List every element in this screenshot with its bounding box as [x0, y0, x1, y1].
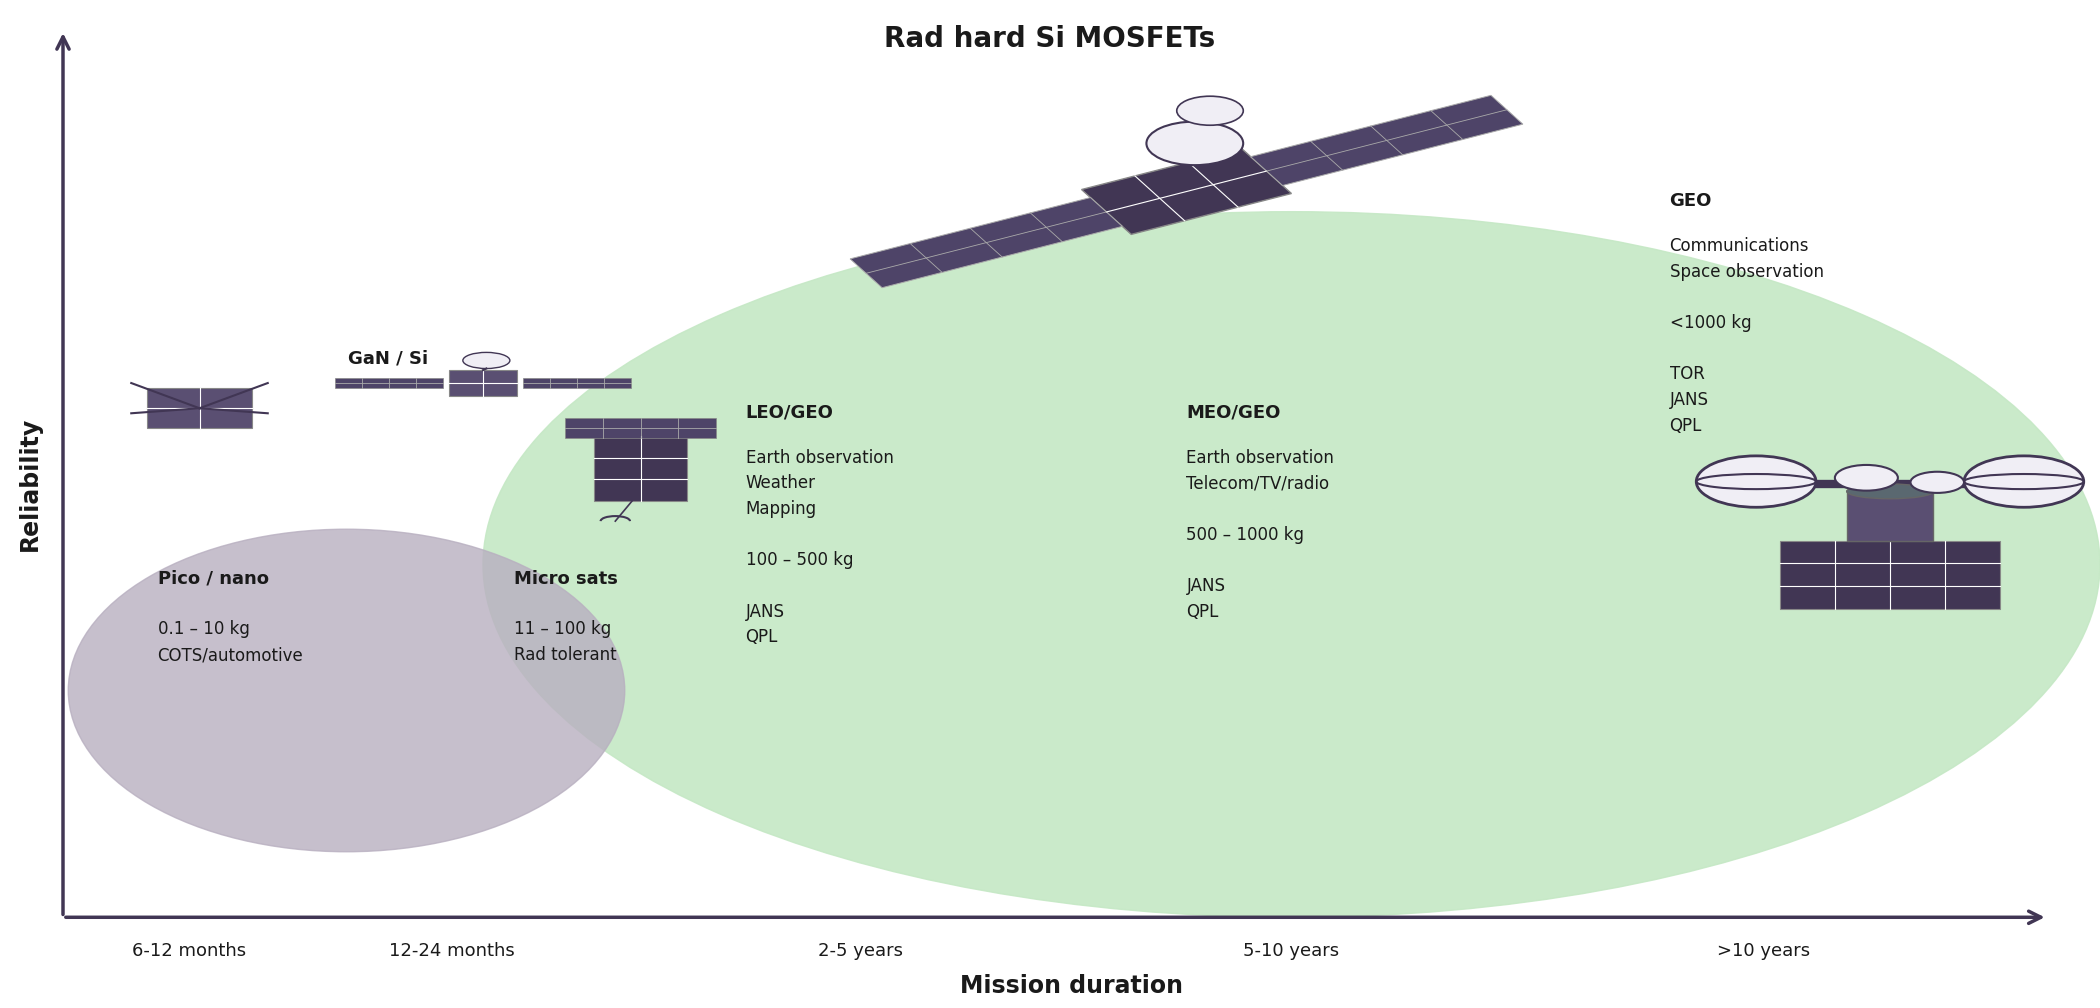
- Text: 0.1 – 10 kg
COTS/automotive: 0.1 – 10 kg COTS/automotive: [158, 620, 302, 664]
- Text: 11 – 100 kg
Rad tolerant: 11 – 100 kg Rad tolerant: [514, 620, 617, 664]
- Ellipse shape: [1147, 122, 1243, 165]
- FancyBboxPatch shape: [523, 378, 630, 388]
- Ellipse shape: [1176, 96, 1243, 125]
- Text: Rad hard Si MOSFETs: Rad hard Si MOSFETs: [884, 25, 1216, 53]
- Text: Mission duration: Mission duration: [960, 974, 1182, 998]
- Text: GEO: GEO: [1670, 192, 1711, 210]
- FancyBboxPatch shape: [336, 378, 443, 388]
- Ellipse shape: [483, 212, 2100, 917]
- Text: MEO/GEO: MEO/GEO: [1186, 403, 1281, 421]
- Text: Reliability: Reliability: [17, 416, 42, 551]
- FancyBboxPatch shape: [1781, 540, 1999, 609]
- Text: Pico / nano: Pico / nano: [158, 570, 269, 588]
- Text: Micro sats: Micro sats: [514, 570, 617, 588]
- Ellipse shape: [1835, 465, 1898, 491]
- Ellipse shape: [1697, 456, 1816, 507]
- Polygon shape: [1082, 148, 1292, 235]
- Text: 2-5 years: 2-5 years: [819, 942, 903, 961]
- Text: GaN / Si: GaN / Si: [349, 350, 428, 368]
- Text: 12-24 months: 12-24 months: [388, 942, 514, 961]
- Ellipse shape: [1911, 472, 1964, 493]
- FancyBboxPatch shape: [147, 388, 252, 428]
- FancyBboxPatch shape: [1846, 492, 1934, 540]
- FancyBboxPatch shape: [565, 418, 716, 438]
- Text: Earth observation
Telecom/TV/radio

500 – 1000 kg

JANS
QPL: Earth observation Telecom/TV/radio 500 –…: [1186, 449, 1334, 621]
- Text: >10 years: >10 years: [1718, 942, 1810, 961]
- Text: 5-10 years: 5-10 years: [1243, 942, 1340, 961]
- FancyBboxPatch shape: [449, 370, 517, 396]
- Text: Communications
Space observation

<1000 kg

TOR
JANS
QPL: Communications Space observation <1000 k…: [1670, 237, 1823, 434]
- Polygon shape: [850, 198, 1121, 287]
- Text: 6-12 months: 6-12 months: [132, 942, 246, 961]
- Text: LEO/GEO: LEO/GEO: [746, 403, 834, 421]
- Ellipse shape: [67, 529, 626, 852]
- FancyBboxPatch shape: [594, 436, 687, 501]
- Ellipse shape: [1846, 484, 1934, 499]
- Text: Earth observation
Weather
Mapping

100 – 500 kg

JANS
QPL: Earth observation Weather Mapping 100 – …: [746, 449, 892, 646]
- Ellipse shape: [462, 353, 510, 369]
- Ellipse shape: [1964, 456, 2083, 507]
- Polygon shape: [1252, 96, 1522, 185]
